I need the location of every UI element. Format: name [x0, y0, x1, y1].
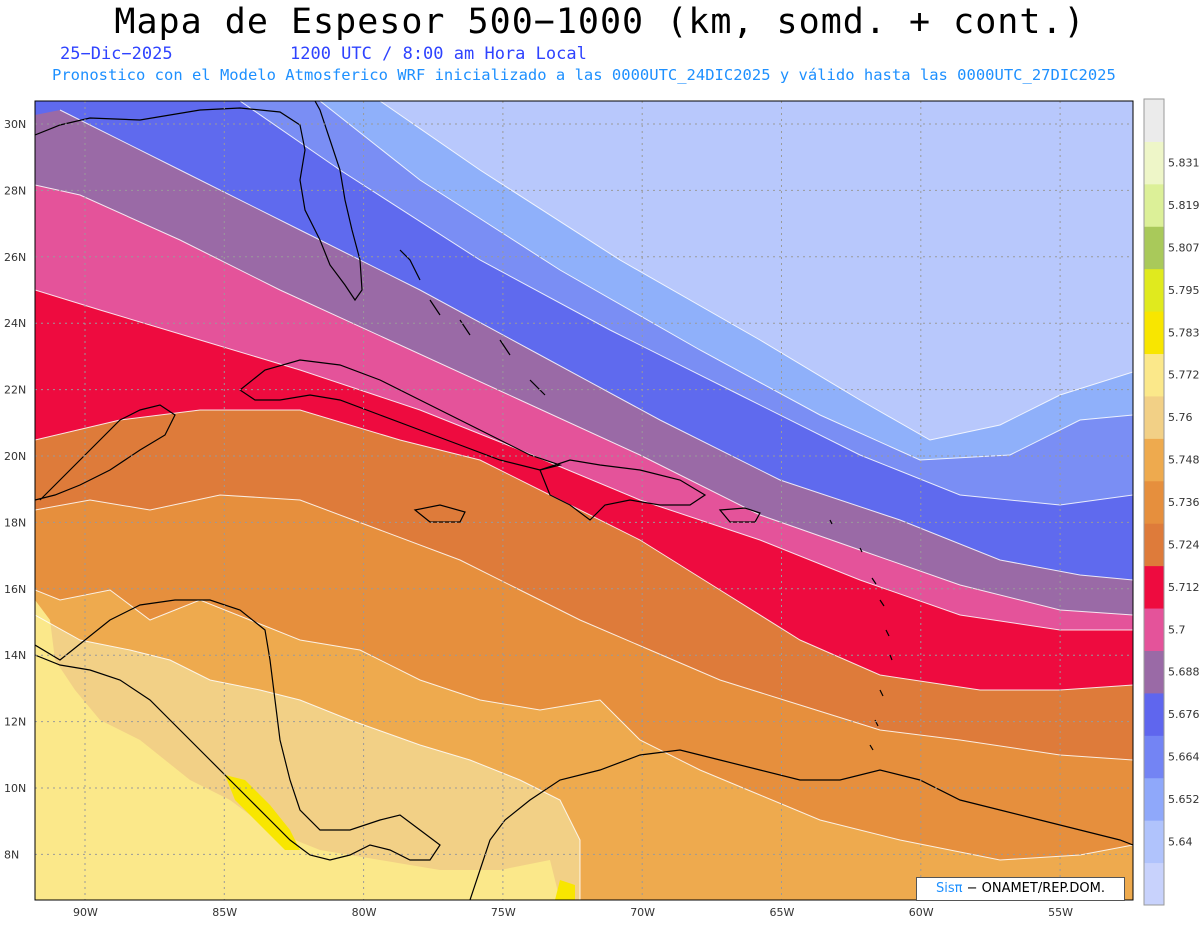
lat-label: 30N: [4, 118, 26, 131]
lat-label: 14N: [4, 649, 26, 662]
colorbar-swatch: [1144, 99, 1164, 142]
colorbar-swatch: [1144, 820, 1164, 864]
lon-label: 85W: [212, 906, 237, 919]
lon-label: 75W: [491, 906, 516, 919]
band-5783-patch-2: [555, 880, 575, 900]
colorbar-label: 5.7: [1168, 623, 1186, 636]
colorbar-label: 5.724: [1168, 538, 1200, 551]
lat-label: 12N: [4, 716, 26, 729]
colorbar-label: 5.712: [1168, 581, 1200, 594]
colorbar-label: 5.831: [1168, 157, 1200, 170]
colorbar-label: 5.76: [1168, 411, 1193, 424]
colorbar-swatch: [1144, 650, 1164, 694]
colorbar-swatch: [1144, 268, 1164, 312]
lat-label: 10N: [4, 782, 26, 795]
cuba-coast: [238, 359, 563, 471]
colorbar-swatch: [1144, 353, 1164, 397]
band-5772: [35, 600, 560, 900]
colorbar-swatch: [1144, 862, 1164, 906]
colorbar-label: 5.664: [1168, 751, 1200, 764]
colorbar-swatch: [1144, 608, 1164, 651]
lat-label: 22N: [4, 384, 26, 397]
colorbar-label: 5.64: [1168, 835, 1193, 848]
colorbar-frame: [1143, 98, 1165, 906]
lat-label: 8N: [4, 848, 19, 861]
forecast-time: 1200 UTC / 8:00 am Hora Local: [290, 44, 587, 64]
colorbar-label: 5.819: [1168, 199, 1200, 212]
colorbar-swatch: [1144, 692, 1164, 736]
colorbar-swatch: [1144, 141, 1164, 185]
lesser-antilles: [829, 519, 893, 751]
map-area: [35, 101, 1133, 900]
lat-label: 24N: [4, 317, 26, 330]
coastlines: [35, 101, 1133, 900]
lat-label: 18N: [4, 516, 26, 529]
credit-sis: Sisπ: [935, 881, 963, 896]
lon-label: 80W: [352, 906, 377, 919]
axis-labels: 30N 28N 26N 24N 22N 20N 18N 16N 14N 12N 10N 8N 90W 85…: [4, 118, 1073, 919]
colorbar-label: 5.748: [1168, 454, 1200, 467]
colorbar-label: 5.688: [1168, 666, 1200, 679]
forecast-subtitle: Pronostico con el Modelo Atmosferico WRF…: [52, 66, 1116, 84]
colorbar-swatch: [1144, 183, 1164, 227]
credit-box: Sisπ − ONAMET/REP.DOM.: [916, 877, 1125, 901]
lon-label: 65W: [770, 906, 795, 919]
colorbar-swatch: [1144, 226, 1164, 270]
colorbar-label: 5.795: [1168, 284, 1200, 297]
colorbar-swatch: [1144, 523, 1164, 567]
colorbar-label: 5.783: [1168, 326, 1200, 339]
lon-label: 55W: [1048, 906, 1073, 919]
colorbar-label: 5.807: [1168, 241, 1200, 254]
colorbar-swatch: [1144, 311, 1164, 355]
south-america-coast: [469, 749, 1133, 900]
lat-label: 16N: [4, 583, 26, 596]
colorbar-swatch: [1144, 735, 1164, 779]
colorbar-label: 5.736: [1168, 496, 1200, 509]
colorbar-label: 5.676: [1168, 708, 1200, 721]
forecast-date: 25−Dic−2025: [60, 44, 173, 64]
credit-org: − ONAMET/REP.DOM.: [962, 881, 1105, 896]
colorbar-swatch: [1144, 480, 1164, 524]
lat-label: 20N: [4, 450, 26, 463]
bahamas: [399, 249, 546, 396]
florida-coast: [35, 101, 363, 302]
hispaniola-coast: [539, 459, 707, 521]
puerto-rico-coast: [718, 507, 761, 523]
colorbar-swatch: [1144, 777, 1164, 821]
lat-lon-grid: [35, 101, 1133, 900]
contour-lines: [35, 101, 1133, 900]
central-america-coast: [35, 404, 176, 501]
colorbar: 5.64 5.652 5.664 5.676 5.688 5.7 5.712 5.724 5.7…: [1143, 98, 1200, 906]
central-america-coast-2: [35, 599, 441, 861]
jamaica-coast: [413, 504, 466, 523]
colorbar-swatch: [1144, 438, 1164, 482]
map-title: Mapa de Espesor 500−1000 (km, somd. + co…: [114, 2, 1086, 42]
lon-label: 70W: [630, 906, 655, 919]
colorbar-label: 5.772: [1168, 369, 1200, 382]
map-frame: [34, 100, 1134, 901]
lon-label: 90W: [73, 906, 98, 919]
lat-label: 26N: [4, 251, 26, 264]
lat-label: 28N: [4, 184, 26, 197]
lon-label: 60W: [909, 906, 934, 919]
colorbar-label: 5.652: [1168, 793, 1200, 806]
colorbar-swatch: [1144, 565, 1164, 609]
colorbar-swatch: [1144, 395, 1164, 439]
